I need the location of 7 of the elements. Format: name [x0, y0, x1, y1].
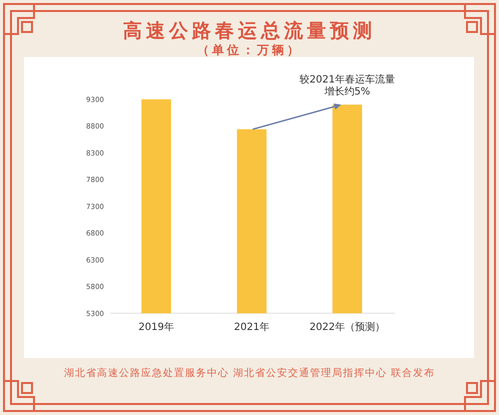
x-tick-label: 2021年 [234, 321, 270, 333]
annotation: 较2021年春运车流量增长约5% [300, 74, 395, 98]
x-tick-label: 2022年（预测） [310, 321, 385, 333]
chart-subtitle: （单位：万辆） [197, 43, 302, 57]
chart-title: 高速公路春运总流量预测 [123, 20, 376, 42]
x-tick-label: 2019年 [138, 321, 174, 333]
text: 湖北省高速公路应急处置服务中心 湖北省公安交通管理局指挥中心 联合发布 [64, 367, 436, 379]
